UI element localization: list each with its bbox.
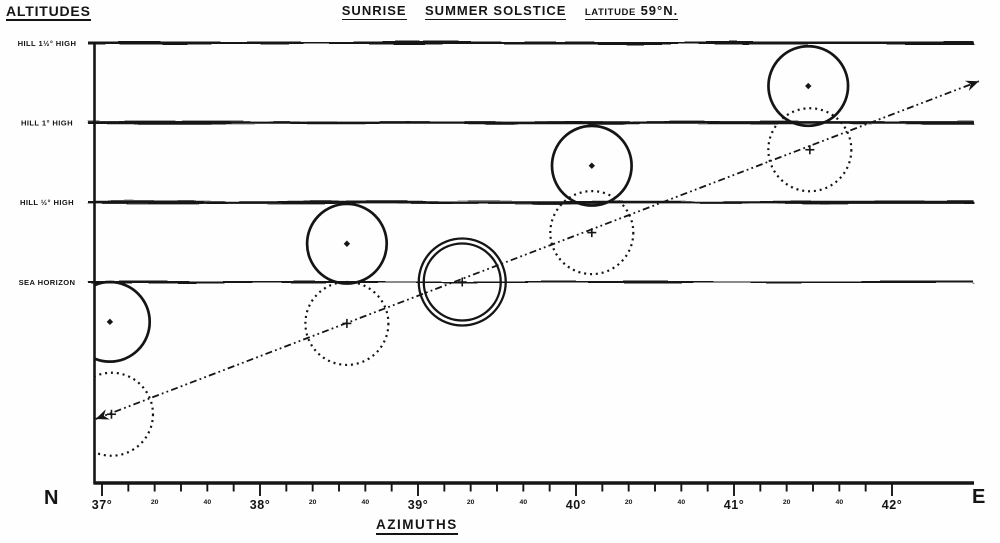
azimuth-ticks [101,483,893,496]
azimuth-minute-label: 20 [309,499,317,506]
sun-disk-apparent [95,280,152,363]
altitude-label-hill-high: HILL ½° HIGH [20,198,74,207]
sun-center-dot [805,82,812,90]
sun-disk-double-inner [422,242,502,322]
latitude-value: 59°N. [640,3,679,18]
azimuth-minute-label: 20 [783,499,791,506]
sun-center-dot [588,162,595,169]
title-latitude: LATITUDE 59°N. [584,3,679,20]
azimuth-minute-label: 40 [678,499,686,506]
sun-disks [95,44,853,457]
axes [93,42,974,485]
sun-disk-apparent [305,202,389,285]
azimuth-minute-label: 40 [362,499,370,506]
title-summer-solstice: SUMMER SOLSTICE [425,3,567,20]
azimuth-degree-label: 41° [724,498,744,512]
title-sunrise: SUNRISE [341,3,407,20]
latitude-word: LATITUDE [584,7,636,18]
sun-disk-true [767,107,853,193]
azimuth-minute-label: 40 [520,499,528,506]
north-compass-label: N [44,487,59,509]
azimuth-minute-label: 20 [151,499,159,506]
sun-disk-double-outer [417,237,507,327]
sun-center-marks [106,82,815,419]
altitudes-axis-title: ALTITUDES [6,3,91,21]
sun-disk-apparent [767,44,850,128]
path-arrowhead-east [964,80,979,91]
azimuth-minute-label: 40 [836,499,844,506]
altitude-label-sea-horizon: SEA HORIZON [19,278,76,287]
sun-center-dot [343,240,351,247]
sun-disk-apparent [550,124,633,207]
east-compass-label: E [972,486,986,508]
azimuth-degree-label: 40° [566,498,586,512]
horizon-lines [88,41,974,284]
altitude-label-hill-1-high: HILL 1° HIGH [21,118,73,127]
azimuth-minute-label: 40 [204,499,212,506]
azimuth-degree-label: 37° [92,498,112,512]
altitude-row-labels: HILL 1½° HIGH HILL 1° HIGH HILL ½° HIGH SEA… [18,39,77,287]
azimuth-degree-label: 42° [882,498,902,512]
azimuths-axis-title: AZIMUTHS [376,517,458,535]
sun-disk-true [304,280,390,367]
path-arrowhead-west [95,409,110,420]
page-title: SUNRISE SUMMER SOLSTICE LATITUDE 59°N. [300,2,720,20]
azimuth-minute-label: 20 [467,499,475,506]
sun-disk-true [549,190,635,276]
sun-center-dot [106,318,114,326]
azimuth-degree-label: 39° [408,498,428,512]
sun-path [95,80,980,420]
azimuth-tick-labels: 37° 20 40 38° 20 40 39° 20 40 40° 20 40 41° 20 40 42° [92,498,902,512]
sun-path-line [95,80,980,420]
sun-disk-true [95,371,155,457]
altitude-label-hill-1-high: HILL 1½° HIGH [18,39,77,48]
azimuth-degree-label: 38° [250,498,270,512]
azimuth-minute-label: 20 [625,499,633,506]
